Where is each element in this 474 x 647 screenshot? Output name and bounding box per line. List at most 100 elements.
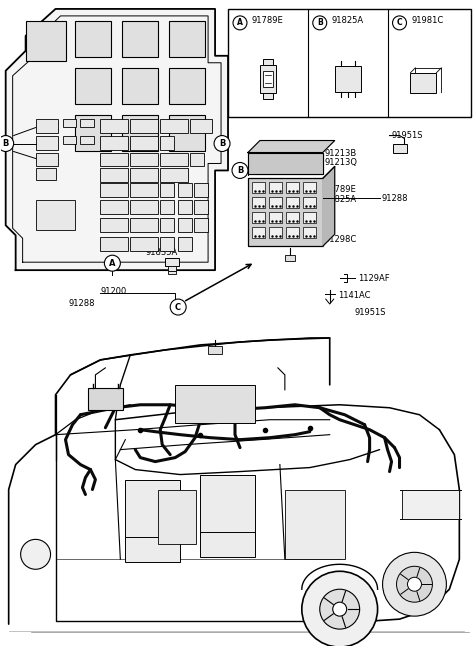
Bar [178,201,192,214]
Text: 91288: 91288 [69,299,95,308]
Bar [36,201,75,230]
Circle shape [397,566,432,602]
Bar [285,255,295,261]
Text: 91298C: 91298C [325,236,357,245]
Bar [125,538,180,562]
Bar [165,258,179,266]
Bar [130,183,158,197]
Circle shape [320,589,360,629]
Bar [410,72,437,93]
Text: 91200: 91200 [100,287,127,296]
Bar [263,93,273,98]
Text: 91213B: 91213B [325,149,357,157]
Bar [160,183,174,197]
Text: 91825A: 91825A [325,195,357,204]
Bar [75,21,111,57]
Bar [335,66,361,92]
Bar [122,68,158,104]
Bar [190,118,212,133]
Bar [36,168,55,181]
Bar [100,237,128,251]
Bar [100,168,128,182]
Bar [160,218,174,232]
Circle shape [232,162,248,179]
Bar [160,201,174,214]
Bar [130,168,158,182]
Bar [130,237,158,251]
Bar [36,118,57,133]
Bar [286,212,299,223]
Bar [160,168,188,182]
Bar [269,182,282,193]
Text: B: B [237,166,243,175]
Text: 91288: 91288 [382,194,408,203]
Text: 91951S: 91951S [392,131,423,140]
Bar [36,153,57,166]
Bar [160,118,188,133]
Text: 91789E: 91789E [252,16,284,25]
Text: B: B [317,18,323,27]
Bar [158,490,196,544]
Bar [100,153,128,166]
Bar [303,197,316,208]
Bar [130,218,158,232]
Text: 91789E: 91789E [325,186,356,194]
Circle shape [170,299,186,315]
Bar [269,212,282,223]
Bar [401,490,459,520]
Polygon shape [248,140,335,153]
Bar [286,197,299,208]
Text: C: C [397,18,402,27]
Bar [160,237,174,251]
Bar [252,212,265,223]
Text: 91981C: 91981C [411,16,444,25]
Bar [168,266,176,271]
Circle shape [333,602,346,616]
Bar [303,182,316,193]
Bar [286,182,299,193]
Bar [178,237,192,251]
Bar [100,118,128,133]
Text: B: B [219,139,225,148]
Bar [260,65,276,93]
Bar [200,474,255,534]
Polygon shape [6,9,228,270]
Bar [63,118,76,127]
Bar [130,136,158,149]
Polygon shape [248,153,323,175]
Circle shape [104,255,120,271]
Circle shape [214,136,230,151]
Circle shape [392,16,407,30]
Text: 91213Q: 91213Q [325,159,358,168]
Bar [194,183,208,197]
Bar [75,68,111,104]
Bar [252,227,265,238]
Bar [228,9,471,116]
Bar [169,68,205,104]
Bar [26,21,65,61]
Bar [75,115,111,151]
Text: 91825A: 91825A [332,16,364,25]
Bar [303,212,316,223]
Bar [194,218,208,232]
Text: 1141AC: 1141AC [337,291,370,300]
Circle shape [302,571,378,647]
Bar [303,227,316,238]
Circle shape [233,16,247,30]
Bar [208,346,222,354]
Bar [160,153,188,166]
Bar [130,118,158,133]
Polygon shape [323,166,335,247]
Bar [36,136,57,149]
Bar [190,153,204,166]
Bar [100,218,128,232]
Bar [252,182,265,193]
Bar [169,115,205,151]
Text: 91951S: 91951S [355,308,386,317]
Text: 91835A: 91835A [145,248,178,258]
Bar [286,227,299,238]
Bar [263,71,273,87]
Bar [130,153,158,166]
Circle shape [313,16,327,30]
Text: A: A [237,18,243,27]
